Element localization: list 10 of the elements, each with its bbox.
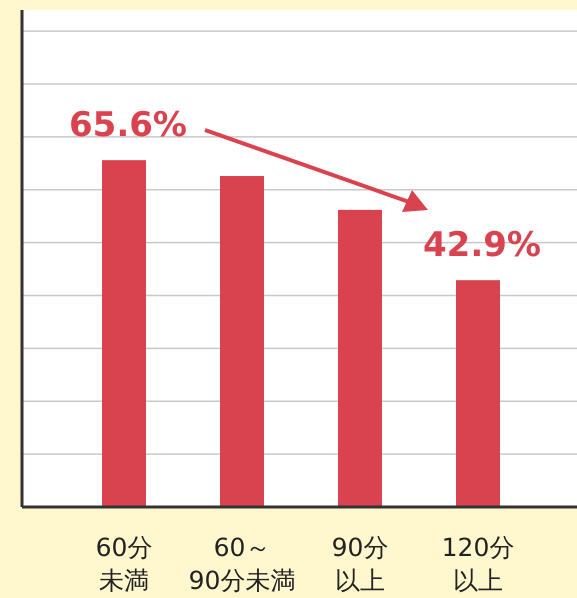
x-tick-label: 60～90分未満 bbox=[188, 533, 296, 595]
data-label: 42.9% bbox=[423, 225, 541, 266]
bar bbox=[102, 160, 146, 507]
x-tick-label: 90分以上 bbox=[332, 533, 388, 595]
bar bbox=[338, 210, 382, 507]
data-label: 65.6% bbox=[69, 105, 187, 146]
x-tick-label: 60分未満 bbox=[96, 533, 152, 595]
bar bbox=[220, 176, 264, 507]
x-tick-label: 120分以上 bbox=[442, 533, 514, 595]
bar bbox=[456, 280, 500, 507]
